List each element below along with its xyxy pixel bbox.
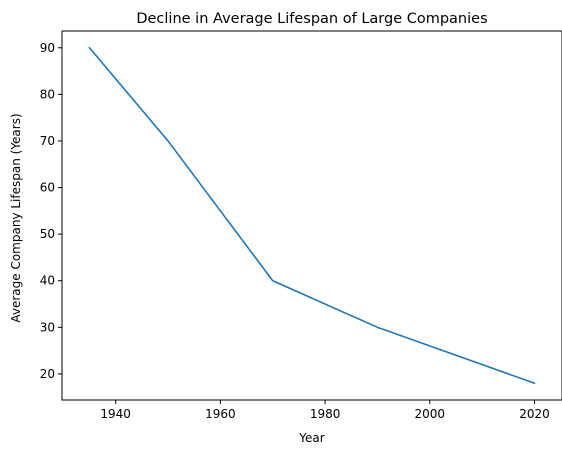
x-tick-label: 2020 bbox=[519, 407, 550, 421]
x-tick-label: 1960 bbox=[205, 407, 236, 421]
y-tick-label: 60 bbox=[40, 181, 55, 195]
y-tick-label: 40 bbox=[40, 274, 55, 288]
y-tick-label: 80 bbox=[40, 87, 55, 101]
y-tick-label: 90 bbox=[40, 41, 55, 55]
x-tick-label: 2000 bbox=[415, 407, 446, 421]
y-tick-label: 70 bbox=[40, 134, 55, 148]
y-tick-label: 20 bbox=[40, 367, 55, 381]
chart-title: Decline in Average Lifespan of Large Com… bbox=[136, 11, 487, 27]
y-tick-label: 50 bbox=[40, 227, 55, 241]
series-line bbox=[88, 46, 536, 385]
y-tick-label: 30 bbox=[40, 320, 55, 334]
y-axis-label: Average Company Lifespan (Years) bbox=[9, 113, 23, 322]
x-tick-label: 1940 bbox=[100, 407, 131, 421]
x-tick-label: 1980 bbox=[310, 407, 341, 421]
x-axis-label: Year bbox=[298, 431, 324, 445]
plot-area bbox=[88, 46, 536, 385]
plot-frame bbox=[61, 30, 562, 401]
